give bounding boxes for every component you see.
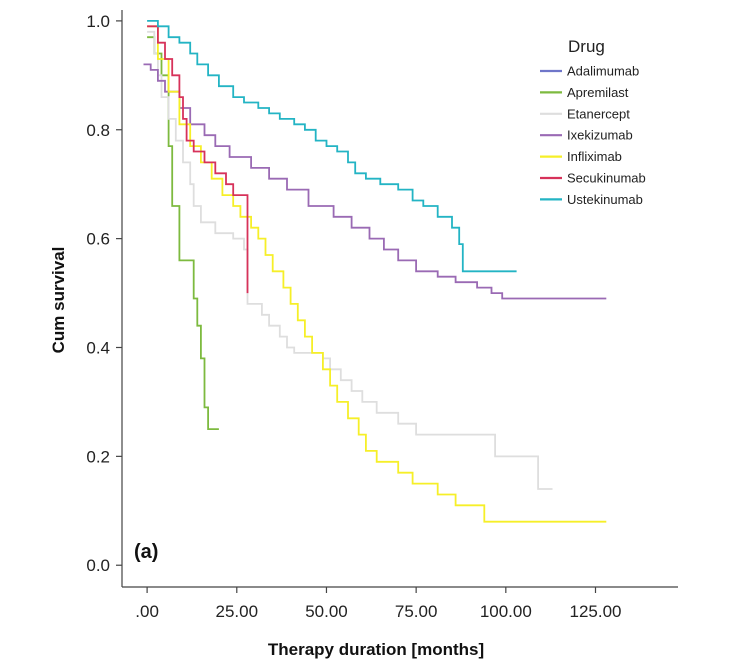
legend-items: Adalimumab Apremilast Etanercept Ixekizumab… — [540, 64, 646, 207]
x-tick-label: .00 — [135, 602, 159, 621]
legend-label-infliximab: Infliximab — [567, 149, 622, 164]
series-line-ustekinumab — [147, 20, 517, 273]
legend-label-secukinumab: Secukinumab — [567, 171, 646, 186]
axes — [121, 10, 678, 588]
series-line-ixekizumab — [143, 63, 607, 300]
x-tick-label: 25.00 — [216, 602, 259, 621]
x-tick-label: 125.00 — [569, 602, 621, 621]
legend-label-ixekizumab: Ixekizumab — [567, 128, 633, 143]
x-tick-label: 75.00 — [395, 602, 438, 621]
legend-title: Drug — [568, 37, 605, 56]
legend-label-adalimumab: Adalimumab — [567, 64, 639, 79]
y-tick-label: 0.4 — [86, 338, 110, 357]
x-ticks: .00 25.00 50.00 75.00 100.00 125.00 — [135, 587, 621, 621]
y-tick-label: 1.0 — [86, 12, 110, 31]
legend: Drug Adalimumab Apremilast Etanercept Ixeki… — [540, 37, 646, 207]
y-tick-label: 0.6 — [86, 230, 110, 249]
legend-label-etanercept: Etanercept — [567, 106, 630, 121]
x-tick-label: 50.00 — [305, 602, 348, 621]
panel-label: (a) — [134, 541, 158, 563]
y-axis-title: Cum survival — [49, 247, 68, 354]
series-line-infliximab — [147, 25, 607, 523]
y-tick-label: 0.2 — [86, 447, 110, 466]
x-tick-label: 100.00 — [480, 602, 532, 621]
y-ticks: 0.0 0.2 0.4 0.6 0.8 1.0 — [86, 12, 122, 575]
series-line-apremilast — [147, 36, 219, 430]
x-axis-title: Therapy duration [months] — [268, 640, 484, 659]
legend-label-ustekinumab: Ustekinumab — [567, 192, 643, 207]
legend-label-apremilast: Apremilast — [567, 85, 629, 100]
series-lines — [143, 20, 607, 523]
y-tick-label: 0.8 — [86, 121, 110, 140]
y-tick-label: 0.0 — [86, 556, 110, 575]
series-line-secukinumab — [147, 25, 249, 294]
series-line-etanercept — [147, 30, 553, 490]
